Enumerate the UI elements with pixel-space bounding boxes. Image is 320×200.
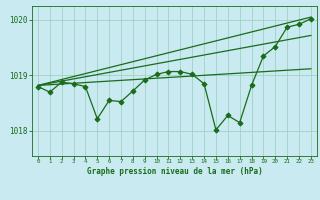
X-axis label: Graphe pression niveau de la mer (hPa): Graphe pression niveau de la mer (hPa) [86, 167, 262, 176]
